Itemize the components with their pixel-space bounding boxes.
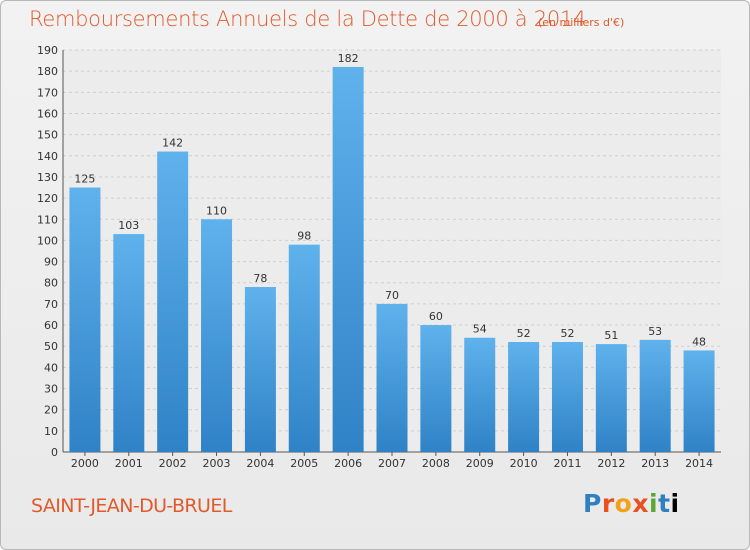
data-label: 98	[297, 230, 311, 243]
bar-2009	[464, 337, 496, 452]
bar-2002	[157, 151, 189, 452]
y-tick-label: 100	[37, 234, 58, 247]
x-tick-label: 2000	[71, 457, 99, 470]
x-tick-label: 2006	[334, 457, 362, 470]
bar-2005	[288, 244, 320, 452]
bar-2013	[639, 339, 671, 452]
data-label: 52	[560, 327, 574, 340]
bar-2001	[113, 234, 145, 452]
y-tick-label: 150	[37, 129, 58, 142]
x-tick-label: 2003	[203, 457, 231, 470]
y-tick-label: 90	[44, 256, 58, 269]
data-label: 60	[429, 310, 443, 323]
bar-2008	[420, 325, 452, 452]
chart-title: Remboursements Annuels de la Dette de 20…	[29, 7, 586, 31]
x-tick-label: 2002	[159, 457, 187, 470]
data-label: 70	[385, 289, 399, 302]
data-label: 78	[253, 272, 267, 285]
y-tick-label: 60	[44, 319, 58, 332]
data-label: 53	[648, 325, 662, 338]
bar-2000	[69, 187, 101, 453]
x-tick-label: 2004	[246, 457, 274, 470]
x-tick-label: 2010	[510, 457, 538, 470]
proxiti-logo[interactable]: Proxiti	[583, 489, 680, 518]
y-tick-label: 80	[44, 277, 58, 290]
bar-2012	[595, 344, 627, 452]
bar-chart: 0 10 20 30 40 50 60 70 80 90 100 110 120 130 140 150 160…	[37, 44, 721, 470]
bar-2003	[201, 219, 233, 452]
y-tick-label: 30	[44, 383, 58, 396]
y-tick-label: 130	[37, 171, 58, 184]
data-label: 182	[338, 52, 359, 65]
data-label: 54	[473, 323, 487, 336]
y-tick-label: 190	[37, 44, 58, 57]
bar-2004	[244, 286, 276, 452]
y-tick-label: 20	[44, 404, 58, 417]
x-tick-label: 2007	[378, 457, 406, 470]
bar-2014	[683, 350, 715, 452]
unit-note: (en milliers d'€)	[538, 16, 625, 29]
bar-2007	[376, 303, 408, 452]
x-tick-label: 2009	[466, 457, 494, 470]
bar-2006	[332, 66, 364, 452]
y-tick-label: 180	[37, 65, 58, 78]
x-tick-label: 2011	[553, 457, 581, 470]
bar-2010	[508, 341, 540, 452]
y-tick-label: 170	[37, 86, 58, 99]
x-tick-label: 2005	[290, 457, 318, 470]
data-label: 52	[517, 327, 531, 340]
y-tick-label: 50	[44, 340, 58, 353]
x-tick-label: 2013	[641, 457, 669, 470]
data-label: 110	[206, 204, 227, 217]
y-tick-label: 10	[44, 425, 58, 438]
y-tick-label: 70	[44, 298, 58, 311]
y-tick-label: 120	[37, 192, 58, 205]
data-label: 142	[162, 137, 183, 150]
x-tick-label: 2012	[597, 457, 625, 470]
data-label: 48	[692, 335, 706, 348]
y-tick-label: 40	[44, 361, 58, 374]
y-tick-label: 0	[51, 446, 58, 459]
bar-2011	[551, 341, 583, 452]
data-label: 125	[74, 173, 95, 186]
x-tick-label: 2008	[422, 457, 450, 470]
x-tick-label: 2014	[685, 457, 713, 470]
x-tick-label: 2001	[115, 457, 143, 470]
data-label: 51	[604, 329, 618, 342]
y-tick-label: 160	[37, 107, 58, 120]
y-tick-label: 140	[37, 150, 58, 163]
city-name: SAINT-JEAN-DU-BRUEL	[31, 495, 232, 517]
y-tick-label: 110	[37, 213, 58, 226]
data-label: 103	[118, 219, 139, 232]
